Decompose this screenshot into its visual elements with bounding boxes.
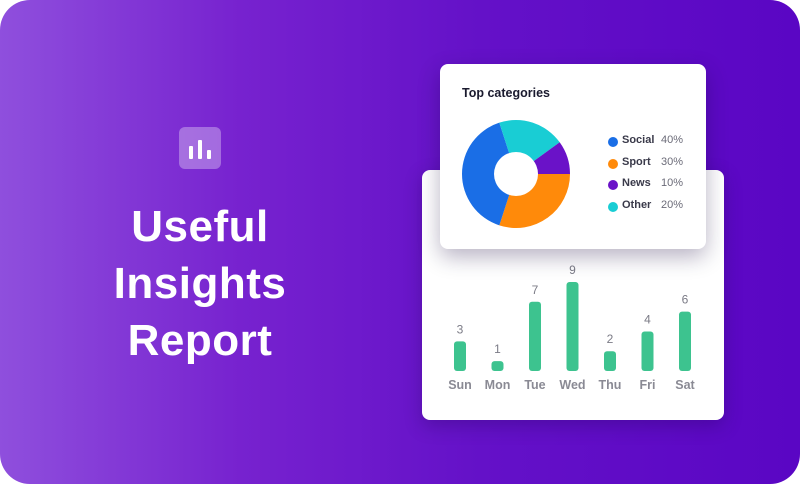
legend-percent: 30% bbox=[661, 155, 684, 168]
legend-percent: 40% bbox=[661, 134, 684, 146]
bar-value-label: 7 bbox=[532, 283, 539, 297]
bar-value-label: 4 bbox=[644, 312, 651, 326]
bar-tue bbox=[529, 301, 541, 371]
legend-swatch bbox=[608, 201, 618, 212]
legend-swatch bbox=[608, 180, 618, 190]
x-tick-label: Tue bbox=[524, 378, 545, 392]
pie-chart bbox=[462, 120, 570, 228]
bar-value-label: 1 bbox=[494, 342, 501, 356]
bar-mon bbox=[491, 361, 504, 371]
legend-label: Other bbox=[622, 198, 652, 211]
bar-fri bbox=[641, 331, 654, 371]
legend-item-sport: Sport 30% bbox=[608, 156, 698, 178]
x-tick-label: Thu bbox=[599, 378, 622, 392]
legend-label: News bbox=[622, 177, 651, 189]
legend-label: Social bbox=[622, 134, 655, 146]
legend-swatch bbox=[608, 137, 618, 147]
x-tick-label: Wed bbox=[559, 378, 585, 392]
headline: Useful Insights Report bbox=[60, 198, 340, 369]
bar-value-label: 2 bbox=[607, 332, 614, 346]
legend-swatch bbox=[608, 158, 618, 169]
bar-thu bbox=[604, 351, 616, 371]
pie-chart-card: Top categories Social 40% Sport 30% News… bbox=[440, 64, 706, 249]
x-tick-label: Sat bbox=[675, 378, 695, 392]
bar-sun bbox=[454, 341, 466, 371]
legend-item-news: News 10% bbox=[608, 177, 698, 199]
headline-line-3: Report bbox=[127, 316, 273, 365]
donut-hole bbox=[494, 152, 538, 196]
bar-chart: 3 Sun 1 Mon 7 Tue 9 Wed 2 Thu 4 Fri 6 Sat bbox=[448, 263, 695, 392]
bar-value-label: 9 bbox=[569, 263, 576, 277]
pie-chart-title: Top categories bbox=[462, 86, 550, 100]
legend-percent: 20% bbox=[661, 198, 684, 211]
legend-item-social: Social 40% bbox=[608, 134, 698, 156]
pie-slice-social bbox=[462, 122, 516, 226]
bar-value-label: 3 bbox=[457, 322, 464, 336]
pie-legend: Social 40% Sport 30% News 10% Other 20% bbox=[608, 134, 698, 220]
bar-sat bbox=[679, 311, 691, 371]
bar-chart-icon bbox=[179, 127, 221, 169]
headline-line-2: Insights bbox=[113, 259, 287, 308]
bar-value-label: 6 bbox=[682, 293, 689, 307]
x-tick-label: Fri bbox=[640, 378, 656, 392]
legend-percent: 10% bbox=[661, 177, 684, 189]
legend-label: Sport bbox=[622, 155, 651, 168]
x-tick-label: Mon bbox=[485, 378, 511, 392]
bar-wed bbox=[566, 282, 579, 371]
headline-line-1: Useful bbox=[131, 202, 269, 251]
x-tick-label: Sun bbox=[448, 378, 472, 392]
legend-item-other: Other 20% bbox=[608, 199, 698, 221]
